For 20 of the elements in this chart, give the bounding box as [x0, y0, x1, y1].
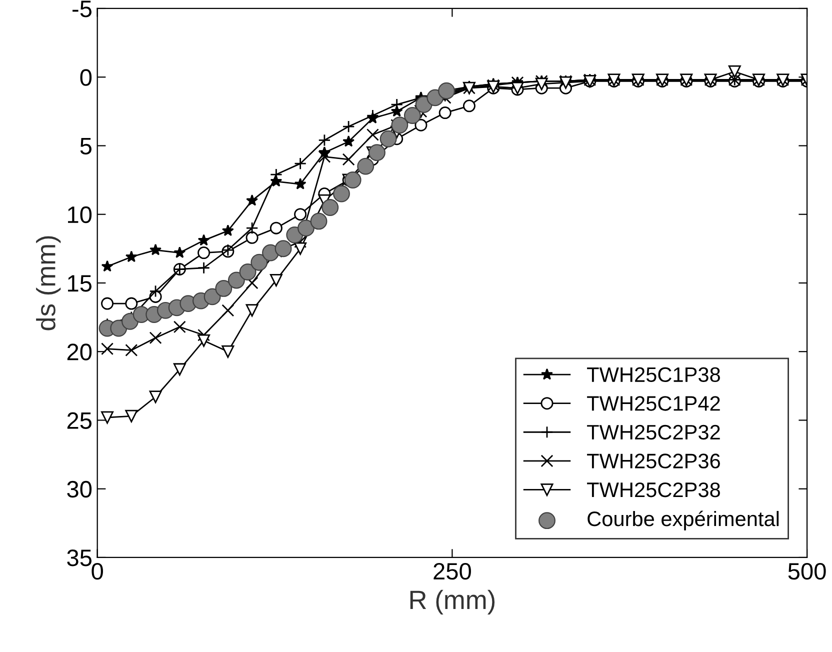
- legend-label: Courbe expérimental: [588, 510, 779, 530]
- y-tick-label: 20: [67, 344, 92, 360]
- x-axis-title: R (mm): [410, 590, 495, 614]
- legend-label: TWH25C1P42: [587, 396, 720, 411]
- y-axis-title: ds (mm): [36, 236, 61, 330]
- legend-label: TWH25C1P38: [587, 367, 720, 382]
- x-tick-label: 0: [92, 562, 103, 580]
- y-tick-label: 30: [67, 480, 92, 498]
- y-tick-label: 25: [67, 412, 92, 429]
- legend-label: TWH25C2P32: [587, 424, 720, 440]
- y-tick-label: 0: [80, 69, 92, 86]
- x-tick-label: 250: [434, 562, 471, 580]
- y-tick-label: 15: [68, 275, 92, 292]
- legend-label: TWH25C2P36: [587, 454, 720, 468]
- x-tick-label: 500: [788, 562, 826, 580]
- y-tick-label: 35: [67, 550, 92, 566]
- y-tick-label: 5: [80, 138, 92, 155]
- y-tick-label: 10: [68, 206, 92, 224]
- y-tick-label: -5: [72, 0, 92, 18]
- legend-label: TWH25C2P38: [587, 482, 720, 498]
